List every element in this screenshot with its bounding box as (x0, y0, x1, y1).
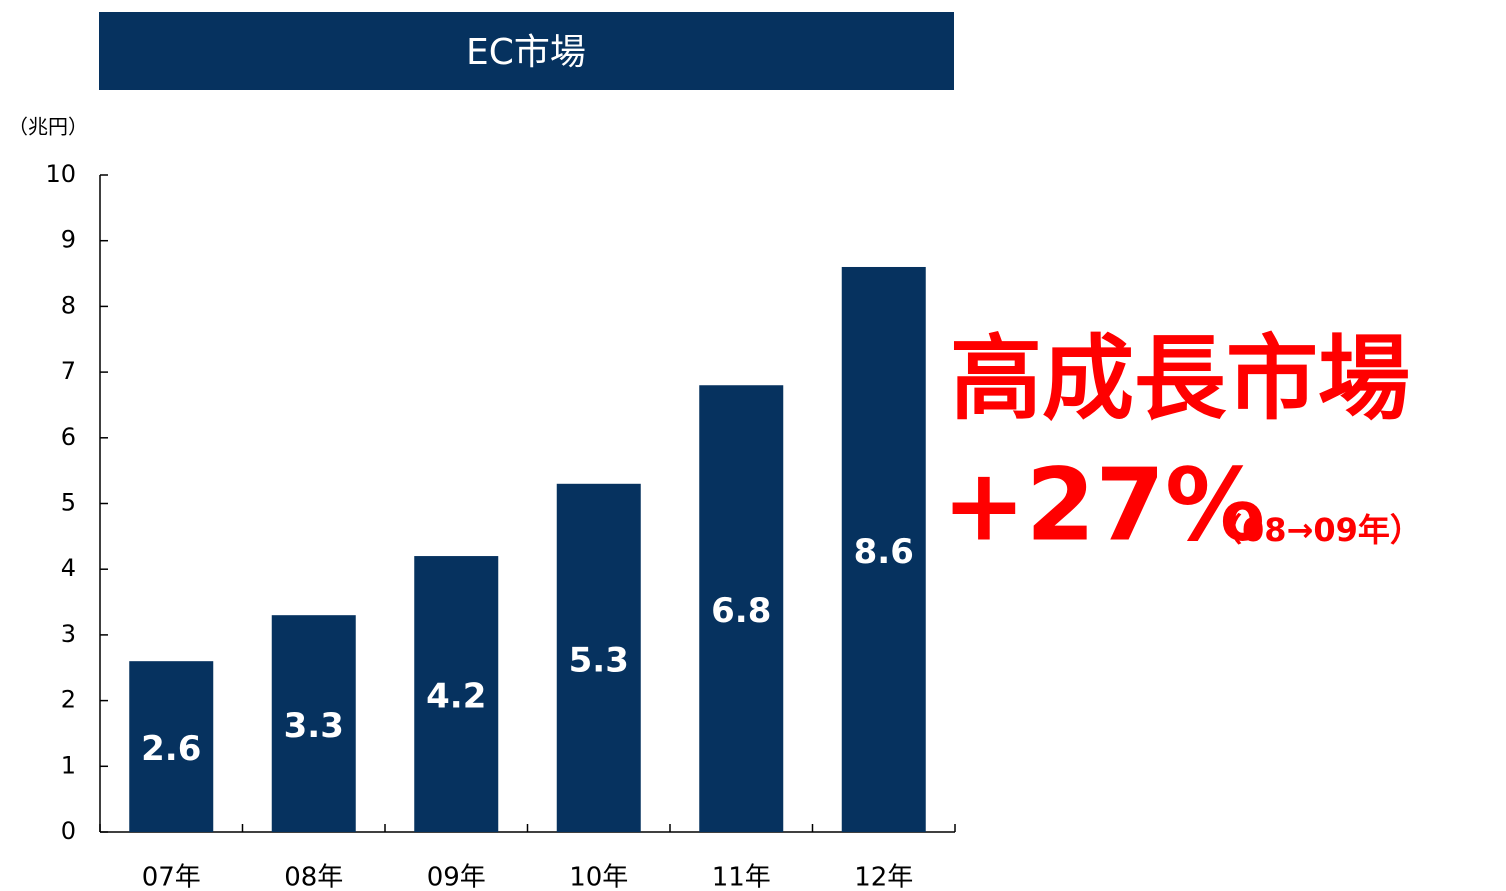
data-label: 2.6 (141, 729, 201, 769)
x-tick-label: 10年 (569, 863, 628, 891)
y-tick-label: 5 (61, 489, 76, 517)
x-tick-label: 07年 (142, 863, 201, 891)
bar (556, 483, 641, 832)
y-tick-label: 4 (61, 554, 76, 582)
data-label: 3.3 (284, 706, 344, 746)
y-tick-label: 8 (61, 291, 76, 319)
title-box (99, 12, 954, 90)
y-axis-label: （兆円） (8, 115, 88, 139)
x-tick-label: 11年 (712, 863, 771, 891)
y-tick-label: 3 (61, 620, 76, 648)
annotation: 高成長市場 (950, 325, 1410, 432)
x-tick-label: 08年 (284, 863, 343, 891)
bar (841, 266, 926, 833)
annotation: （08→09年） (1210, 511, 1422, 549)
y-tick-label: 9 (61, 226, 76, 254)
bar (414, 556, 499, 832)
y-tick-label: 1 (61, 751, 76, 779)
y-tick-label: 6 (61, 423, 76, 451)
y-tick-label: 7 (61, 357, 76, 385)
bar (699, 385, 784, 832)
data-label: 8.6 (854, 532, 914, 572)
chart-title: EC市場 (466, 32, 586, 73)
y-tick-label: 10 (45, 160, 76, 188)
annotation: +27% (942, 446, 1265, 563)
x-tick-label: 12年 (854, 863, 913, 891)
y-tick-label: 2 (61, 686, 76, 714)
x-tick-label: 09年 (427, 863, 486, 891)
data-label: 5.3 (569, 640, 629, 680)
bar (129, 661, 214, 832)
y-tick-label: 0 (61, 817, 76, 845)
data-label: 4.2 (426, 677, 486, 717)
bar (271, 615, 356, 832)
data-label: 6.8 (711, 591, 771, 631)
